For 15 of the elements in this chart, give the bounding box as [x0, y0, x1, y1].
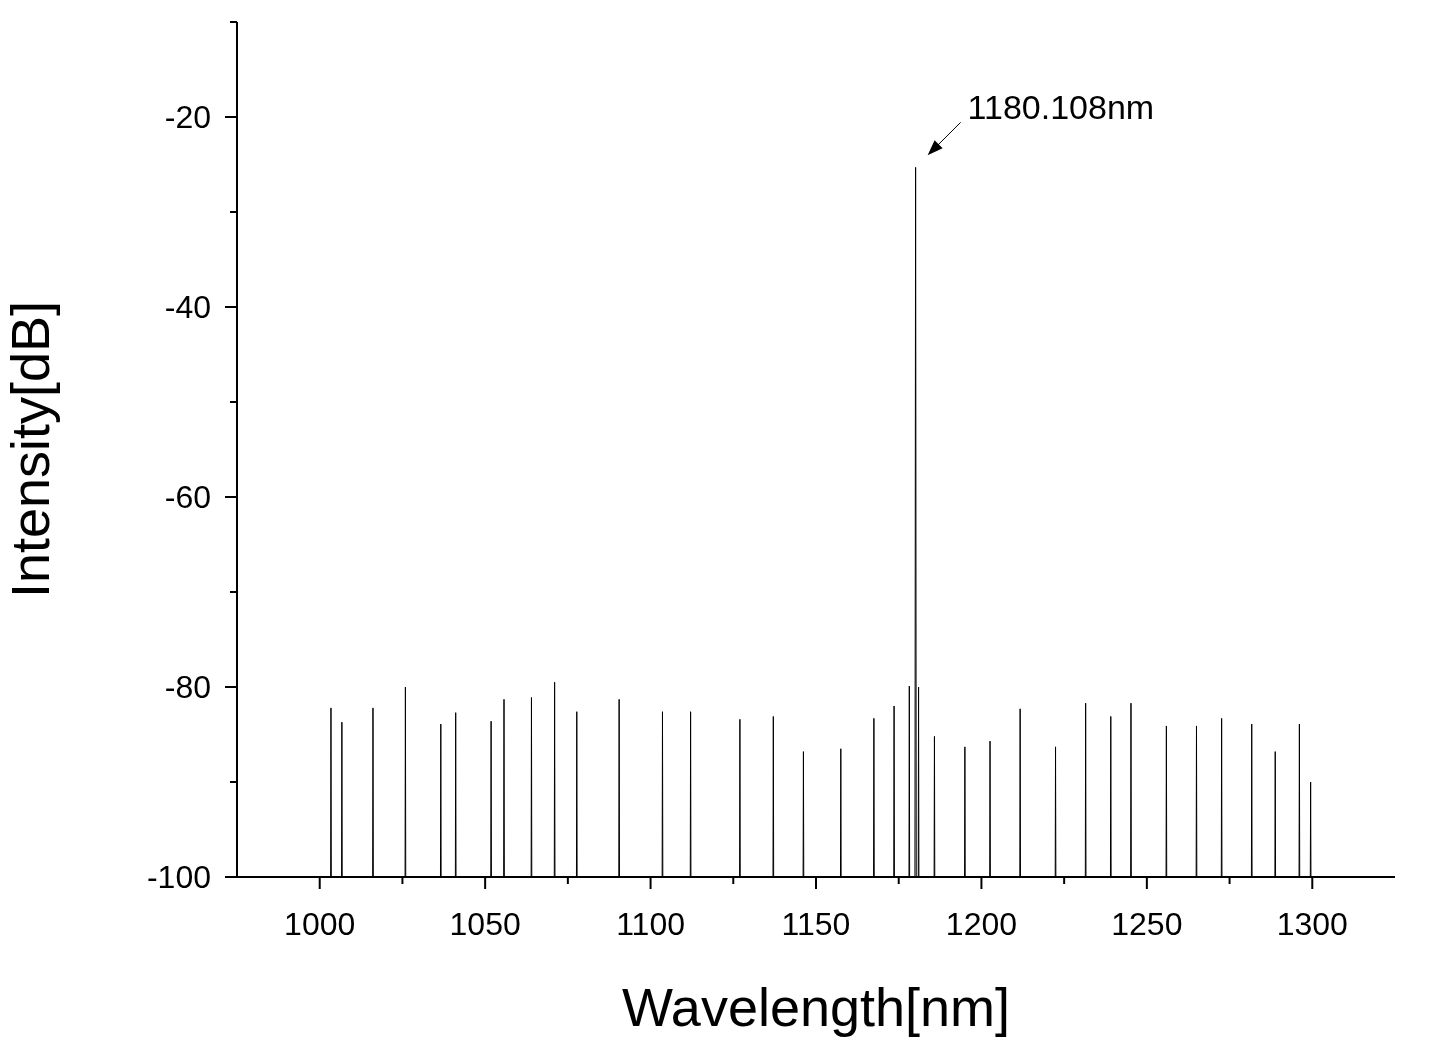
x-tick-label: 1000 — [284, 906, 356, 942]
x-tick-label: 1250 — [1111, 906, 1183, 942]
x-tick-label: 1050 — [449, 906, 521, 942]
y-tick-label: -60 — [164, 479, 211, 516]
y-axis-title: Intensity[dB] — [0, 300, 61, 599]
x-tick-label: 1300 — [1276, 906, 1348, 942]
x-tick-label: 1200 — [945, 906, 1018, 942]
y-tick-label: -40 — [164, 289, 211, 326]
y-tick-label: -80 — [164, 669, 211, 706]
y-tick-label: -20 — [164, 99, 211, 136]
y-tick-label: -100 — [146, 859, 211, 896]
x-axis-title: Wavelength[nm] — [621, 977, 1011, 1037]
annotation: 1180.108nm — [967, 88, 1155, 127]
x-tick-label: 1150 — [781, 906, 851, 942]
x-tick-label: 1100 — [616, 906, 685, 942]
